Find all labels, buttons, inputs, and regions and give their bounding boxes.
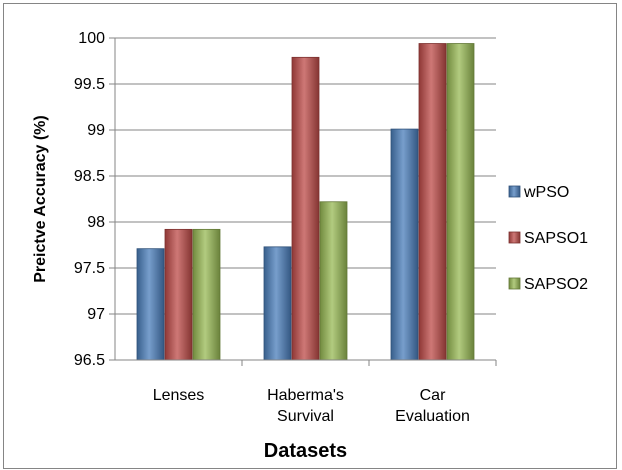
x-tick-label: Haberma's Survival [267,387,344,425]
legend-swatch-wpso [508,185,521,198]
legend-label-sapso2: SAPSO2 [524,276,588,293]
bar-chart: 96.5 97 97.5 98 98.5 99 99.5 100 Lenses Haberma's… [32,30,588,462]
legend-label-sapso1: SAPSO1 [524,230,588,247]
chart-frame: 96.5 97 97.5 98 98.5 99 99.5 100 Lenses Haberma's… [3,3,617,469]
y-tick-label: 98 [87,214,105,231]
y-tick-label: 98.5 [74,168,105,185]
bar-wpso-car-evaluation [390,128,419,361]
bar-wpso-haberma-s-survival [263,246,292,361]
x-tick-label: Car Evaluation [395,387,470,425]
legend: wPSO SAPSO1 SAPSO2 [508,184,588,293]
y-tick-label: 99.5 [74,76,105,93]
y-axis-title: Preictve Accuracy (%) [32,115,49,283]
y-tick-label: 97 [87,306,105,323]
y-tick-label: 96.5 [74,352,105,369]
legend-label-wpso: wPSO [523,184,569,201]
y-tick-label: 99 [87,122,105,139]
bar-wpso-lenses [136,248,165,361]
x-tick-label: Lenses [153,387,205,404]
bar-sapso1-car-evaluation [418,43,447,361]
bar-sapso2-haberma-s-survival [319,201,348,361]
bar-sapso2-lenses [192,228,221,361]
y-tick-label: 97.5 [74,260,105,277]
bar-sapso1-lenses [164,228,193,361]
y-tick-label: 100 [78,30,105,47]
x-axis-title: Datasets [264,440,347,462]
bar-sapso2-car-evaluation [446,43,475,361]
legend-swatch-sapso1 [508,231,521,244]
bar-sapso1-haberma-s-survival [291,56,320,361]
legend-swatch-sapso2 [508,277,521,290]
